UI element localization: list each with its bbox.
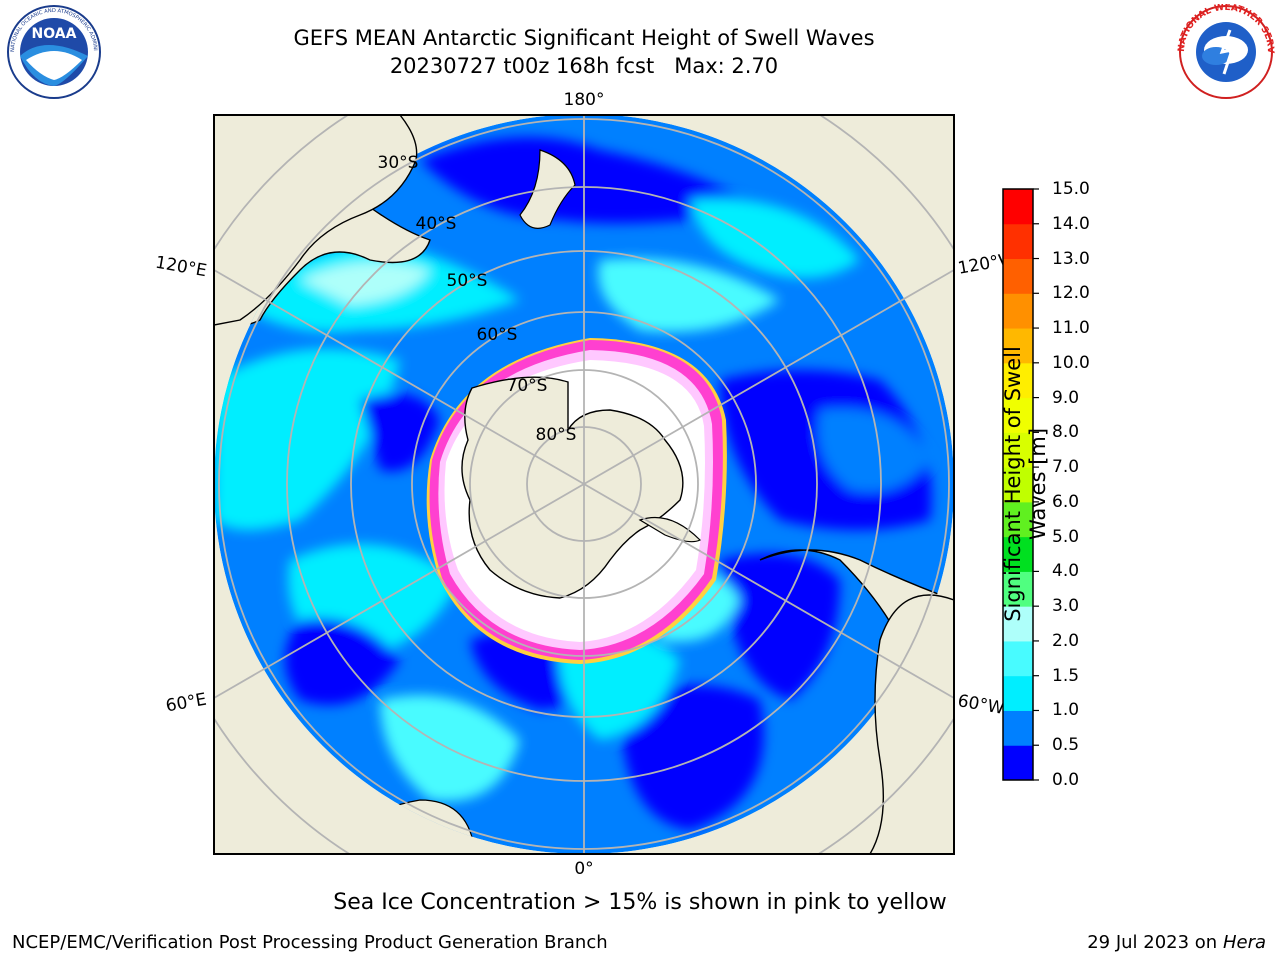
lon-label-top: 180°: [564, 90, 605, 110]
sea-ice-note: Sea Ice Concentration > 15% is shown in …: [333, 890, 947, 915]
colorbar-bin: [1003, 397, 1033, 433]
colorbar: [1003, 188, 1039, 781]
colorbar-bin: [1003, 293, 1033, 329]
footer-branch: NCEP/EMC/Verification Post Processing Pr…: [12, 932, 608, 953]
colorbar-tick-label: 9.0: [1052, 387, 1080, 408]
colorbar-tick-label: 3.0: [1052, 596, 1080, 617]
colorbar-tick-label: 0.0: [1052, 770, 1080, 790]
nws-logo: NATIONAL WEATHER SERVICE: [1176, 4, 1275, 99]
colorbar-bin: [1003, 675, 1033, 711]
footer-host: Hera: [1222, 932, 1266, 953]
lon-label-upper-left: 120°E: [154, 253, 208, 282]
south-america-coast: [869, 594, 954, 854]
colorbar-bin: [1003, 745, 1033, 781]
colorbar-tick-label: 13.0: [1052, 248, 1090, 269]
colorbar-tick-label: 4.0: [1052, 561, 1080, 582]
colorbar-tick-label: 8.0: [1052, 422, 1080, 443]
colorbar-bin: [1003, 432, 1033, 468]
longitude-grid: [214, 115, 954, 854]
colorbar-bin: [1003, 536, 1033, 572]
chart-subtitle: 20230727 t00z 168h fcst Max: 2.70: [389, 54, 779, 78]
lat-label-50s: 50°S: [447, 271, 488, 291]
colorbar-bin: [1003, 501, 1033, 538]
colorbar-tick-label: 1.5: [1052, 665, 1080, 686]
lat-label-30s: 30°S: [378, 153, 419, 173]
map-frame: [213, 114, 955, 855]
lat-label-40s: 40°S: [416, 214, 457, 234]
lon-label-lower-right: 60°W: [956, 691, 1006, 719]
colorbar-tick-label: 5.0: [1052, 526, 1080, 547]
footer-date-text: 29 Jul 2023 on: [1087, 932, 1223, 953]
colorbar-tick-label: 6.0: [1052, 491, 1080, 512]
colorbar-bin: [1003, 362, 1033, 399]
colorbar-tick-label: 15.0: [1052, 179, 1090, 199]
colorbar-bin: [1003, 223, 1033, 260]
lon-label-bottom: 0°: [574, 859, 593, 879]
svg-text:NOAA: NOAA: [32, 26, 77, 42]
australia-coast: [214, 115, 418, 326]
colorbar-tick-label: 14.0: [1052, 213, 1090, 234]
colorbar-label-line2: Waves [m]: [1026, 427, 1050, 541]
chart-title: GEFS MEAN Antarctic Significant Height o…: [293, 26, 875, 50]
colorbar-tick-label: 0.5: [1052, 735, 1080, 756]
colorbar-bin: [1003, 710, 1033, 746]
colorbar-bin: [1003, 258, 1033, 294]
colorbar-tick-label: 12.0: [1052, 283, 1090, 304]
lat-label-80s: 80°S: [536, 425, 577, 445]
antarctica: [461, 376, 684, 599]
lat-label-60s: 60°S: [477, 325, 518, 345]
colorbar-bin: [1003, 606, 1033, 642]
colorbar-bin: [1003, 189, 1033, 225]
footer-date: 29 Jul 2023 on Hera: [1087, 932, 1266, 953]
lat-label-70s: 70°S: [507, 376, 548, 396]
colorbar-label-line1: Significant Height of Swell: [1001, 346, 1025, 622]
colorbar-tick-label: 7.0: [1052, 457, 1080, 478]
colorbar-bin: [1003, 640, 1033, 677]
colorbar-tick-label: 2.0: [1052, 630, 1080, 651]
colorbar-tick-label: 10.0: [1052, 352, 1090, 373]
colorbar-bin: [1003, 571, 1033, 607]
colorbar-tick-label: 1.0: [1052, 700, 1080, 721]
colorbar-bin: [1003, 328, 1033, 364]
colorbar-bin: [1003, 467, 1033, 503]
colorbar-tick-label: 11.0: [1052, 318, 1090, 339]
lon-label-lower-left: 60°E: [164, 690, 208, 717]
colorbar-frame: [1002, 188, 1034, 781]
noaa-logo: NOAA NATIONAL OCEANIC AND ATMOSPHERIC AD…: [4, 4, 101, 99]
